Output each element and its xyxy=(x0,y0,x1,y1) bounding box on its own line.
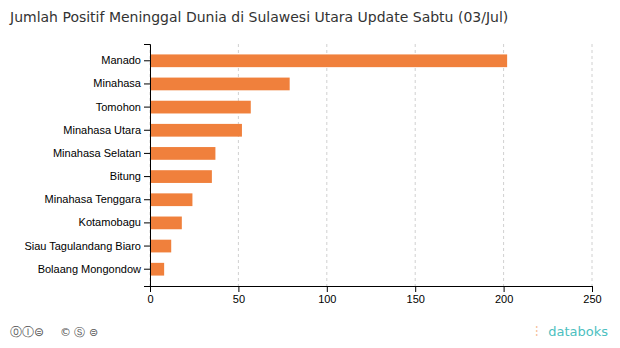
tick-mark xyxy=(144,222,150,223)
grid-line xyxy=(415,44,416,286)
bar xyxy=(150,124,242,137)
tick: 200 xyxy=(495,286,513,305)
tick-label: 200 xyxy=(495,293,513,305)
tick: 50 xyxy=(233,286,245,305)
annotation: databoks xyxy=(548,324,608,339)
grid-line xyxy=(503,44,504,286)
tick: 250 xyxy=(583,286,601,305)
tick: Manado xyxy=(101,54,150,66)
bar xyxy=(150,147,215,160)
bar xyxy=(150,240,171,253)
tick: Minahasa Utara xyxy=(63,124,150,136)
tick: Siau Tagulandang Biaro xyxy=(24,240,150,252)
tick-label: 150 xyxy=(407,293,425,305)
tick-label: 250 xyxy=(583,293,601,305)
tick-label: Manado xyxy=(101,54,141,66)
tick-label: Kotamobagu xyxy=(79,216,141,228)
tick-label: 50 xyxy=(233,293,245,305)
bar xyxy=(150,54,507,67)
tick-mark xyxy=(144,176,150,177)
tick-mark xyxy=(504,286,505,292)
tick-mark xyxy=(144,246,150,247)
title: Jumlah Positif Meninggal Dunia di Sulawe… xyxy=(9,9,508,25)
tick-mark xyxy=(238,286,239,292)
annotation: ⫶ xyxy=(535,324,538,339)
tick: Minahasa Selatan xyxy=(53,147,150,159)
tick-label: Minahasa Tenggara xyxy=(45,193,142,205)
tick: Bolaang Mongondow xyxy=(38,263,150,275)
tick-label: Bitung xyxy=(110,170,141,182)
tick-mark xyxy=(144,107,150,108)
axis-line xyxy=(144,45,151,287)
bar xyxy=(150,101,251,114)
tick-label: 100 xyxy=(318,293,336,305)
footer: ⓪Ⓘ⊜ © Ⓢ ⊜ databoks ⫶ xyxy=(10,324,608,339)
tick-mark xyxy=(144,60,150,61)
tick-mark xyxy=(144,130,150,131)
tick-mark xyxy=(415,286,416,292)
axis-line xyxy=(151,287,593,293)
category-axis: Manado Minahasa Tomohon Minahasa Utara Minah… xyxy=(24,45,150,287)
bar xyxy=(150,78,290,91)
annotation: © Ⓢ ⊜ xyxy=(60,326,98,339)
value-axis: 0 50 100 150 200 250 xyxy=(147,286,601,305)
grid xyxy=(150,44,592,286)
bar xyxy=(150,217,182,230)
tick: Minahasa xyxy=(93,77,150,89)
tick-mark xyxy=(327,286,328,292)
bar xyxy=(150,193,192,206)
tick-label: Minahasa xyxy=(93,77,142,89)
tick-label: Bolaang Mongondow xyxy=(38,263,141,275)
tick-mark xyxy=(144,153,150,154)
tick-mark xyxy=(144,199,150,200)
tick: Tomohon xyxy=(96,101,150,113)
tick: Bitung xyxy=(110,170,150,182)
bar xyxy=(150,170,212,183)
tick: 0 xyxy=(147,286,153,305)
tick-mark xyxy=(144,269,150,270)
plot: 0 50 100 150 200 250 Manado Minahasa Tomohon Mina… xyxy=(24,44,601,305)
tick-label: Minahasa Selatan xyxy=(53,147,141,159)
tick: 150 xyxy=(407,286,425,305)
tick: Minahasa Tenggara xyxy=(45,193,150,205)
tick: 100 xyxy=(318,286,336,305)
grid-line xyxy=(592,44,593,286)
tick: Kotamobagu xyxy=(79,216,150,228)
tick-mark xyxy=(144,83,150,84)
tick-label: Minahasa Utara xyxy=(63,124,142,136)
tick-label: Tomohon xyxy=(96,101,141,113)
grid-line xyxy=(326,44,327,286)
bar xyxy=(150,263,164,276)
tick-label: 0 xyxy=(147,293,153,305)
chart: Jumlah Positif Meninggal Dunia di Sulawe… xyxy=(0,0,620,348)
bars xyxy=(150,54,507,275)
tick-mark xyxy=(592,286,593,292)
tick-label: Siau Tagulandang Biaro xyxy=(24,240,141,252)
annotation: ⓪Ⓘ⊜ xyxy=(10,325,44,339)
